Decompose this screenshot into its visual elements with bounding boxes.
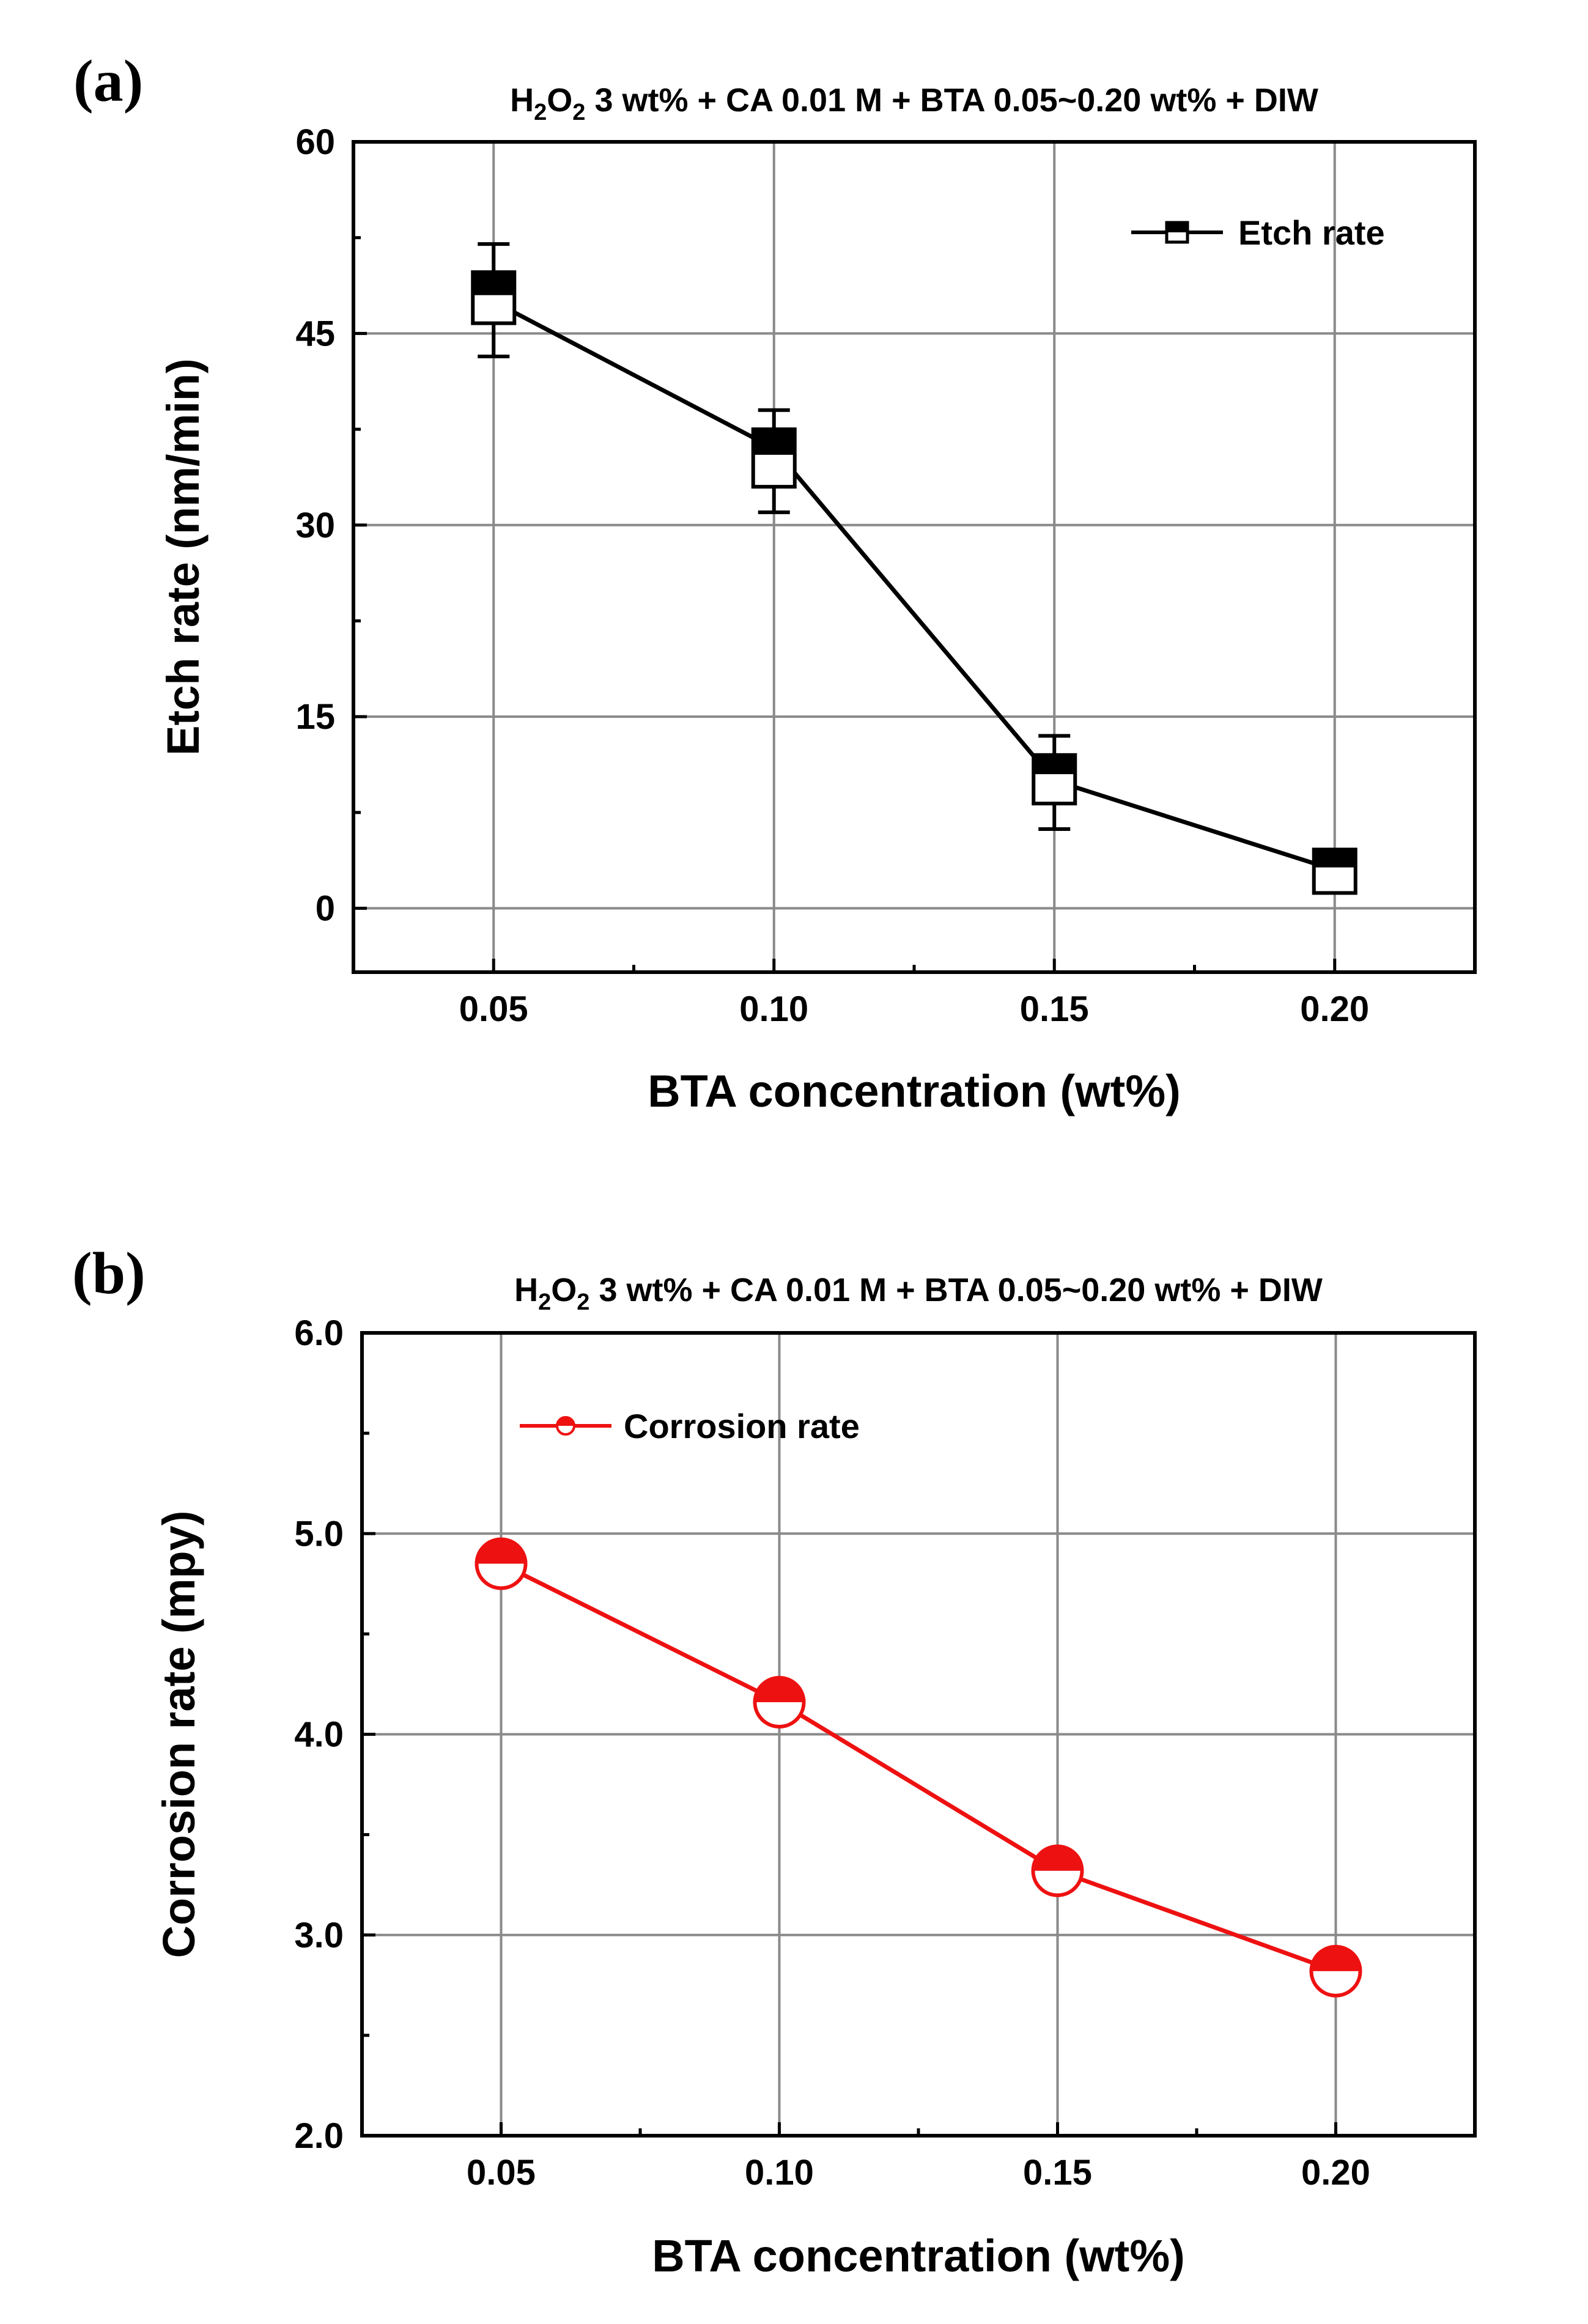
y-tick-label: 3.0 xyxy=(294,1916,344,1955)
legend-label: Etch rate xyxy=(1238,213,1385,252)
title-text: 3 wt% + CA 0.01 M + BTA 0.05~0.20 wt% + … xyxy=(589,1272,1322,1308)
y-tick-label: 60 xyxy=(295,122,335,162)
etch-rate-box-upper-fill xyxy=(1313,849,1356,868)
y-tick-label: 6.0 xyxy=(294,1313,344,1353)
x-tick-label: 0.10 xyxy=(745,2153,814,2193)
x-tick-label: 0.20 xyxy=(1300,989,1369,1029)
title-text: H xyxy=(514,1272,538,1308)
x-tick-label: 0.15 xyxy=(1023,2153,1092,2193)
y-tick-label: 4.0 xyxy=(294,1715,344,1755)
title-text: O xyxy=(551,1272,577,1308)
etch-rate-line xyxy=(492,300,1335,872)
y-tick-label: 2.0 xyxy=(294,2116,344,2156)
title-text: O xyxy=(547,82,572,119)
etch-rate-box-upper-fill xyxy=(1033,754,1076,775)
title-subscript: 2 xyxy=(572,100,585,125)
y-axis-label: Corrosion rate (mpy) xyxy=(153,1511,204,1958)
y-tick-label: 0 xyxy=(316,889,335,929)
corrosion-rate-marker-fill xyxy=(755,1678,804,1702)
etch-rate-panel: (a) H2O2 3 wt% + CA 0.01 M + BTA 0.05~0.2… xyxy=(73,48,1477,1116)
x-axis-label: BTA concentration (wt%) xyxy=(648,1066,1181,1116)
etch-rate-box-upper-fill xyxy=(753,429,795,455)
corrosion-rate-marker-fill xyxy=(1033,1846,1082,1871)
title-subscript: 2 xyxy=(577,1289,589,1315)
corrosion-rate-panel: (b) H2O2 3 wt% + CA 0.01 M + BTA 0.05~0.2… xyxy=(72,1241,1477,2281)
y-tick-label: 5.0 xyxy=(294,1514,344,1554)
legend-marker-fill xyxy=(557,1417,574,1426)
x-tick-label: 0.05 xyxy=(467,2153,536,2193)
corrosion-rate-marker-fill xyxy=(476,1539,526,1564)
chart-title: H2O2 3 wt% + CA 0.01 M + BTA 0.05~0.20 w… xyxy=(510,82,1318,125)
y-axis-label: Etch rate (nm/min) xyxy=(158,358,209,756)
x-tick-label: 0.05 xyxy=(459,989,528,1029)
x-tick-label: 0.20 xyxy=(1301,2153,1370,2193)
legend-marker-fill xyxy=(1167,223,1187,232)
corrosion-rate-marker-fill xyxy=(1311,1946,1361,1971)
title-subscript: 2 xyxy=(538,1289,551,1315)
plot-frame xyxy=(352,140,1477,974)
chart-title: H2O2 3 wt% + CA 0.01 M + BTA 0.05~0.20 w… xyxy=(514,1272,1323,1315)
x-tick-label: 0.10 xyxy=(739,989,808,1029)
x-tick-label: 0.15 xyxy=(1020,989,1089,1029)
y-tick-label: 30 xyxy=(295,506,335,545)
etch-rate-box-upper-fill xyxy=(473,272,515,295)
title-subscript: 2 xyxy=(534,100,547,125)
title-text: 3 wt% + CA 0.01 M + BTA 0.05~0.20 wt% + … xyxy=(585,82,1318,119)
y-tick-label: 15 xyxy=(295,697,335,737)
corrosion-rate-line xyxy=(500,1562,1337,1974)
y-tick-label: 45 xyxy=(295,314,335,353)
title-text: H xyxy=(510,82,534,119)
x-axis-label: BTA concentration (wt%) xyxy=(652,2230,1185,2281)
panel-label: (a) xyxy=(73,48,143,114)
legend-label: Corrosion rate xyxy=(624,1407,860,1445)
panel-label: (b) xyxy=(72,1241,146,1307)
